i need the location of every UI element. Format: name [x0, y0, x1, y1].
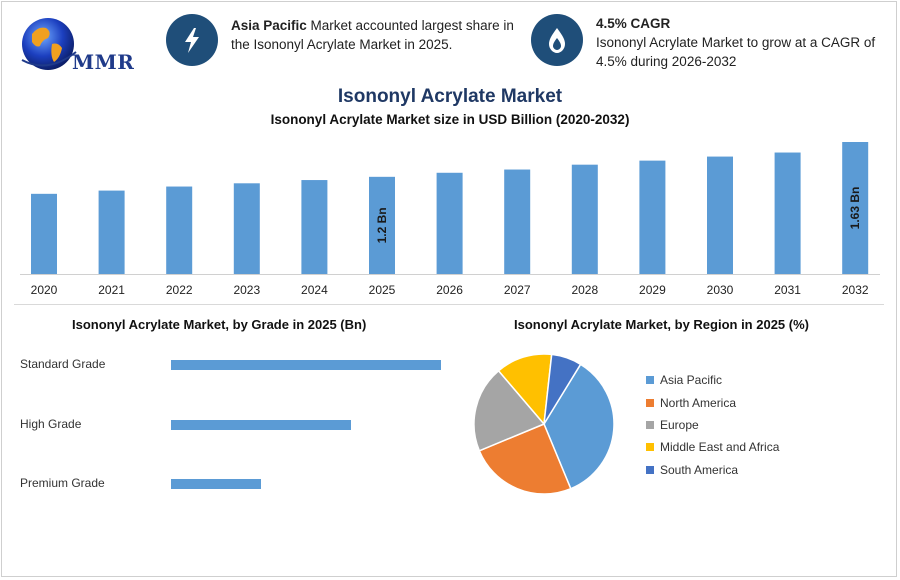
x-tick-label: 2031 [774, 283, 801, 297]
chart-subtitle: Isononyl Acrylate Market size in USD Bil… [270, 112, 630, 127]
bar-2029 [639, 160, 666, 274]
legend-label: Europe [660, 418, 699, 432]
legend-swatch [646, 420, 654, 429]
grade-chart-title: Isononyl Acrylate Market, by Grade in 20… [72, 317, 367, 332]
x-tick-label: 2021 [98, 283, 125, 297]
logo-text: MMR [72, 50, 135, 74]
market-size-bar-chart: 2020 2021 2022 2023 2024 2025 1.2 Bn 2026 2027 20… [20, 142, 880, 297]
highlight-region: Asia Pacific Market accounted largest sh… [231, 18, 514, 52]
x-tick-label: 2025 [369, 283, 396, 297]
legend-item: Asia Pacific [646, 373, 722, 387]
x-tick-label: 2020 [31, 283, 58, 297]
bar-2032 [842, 142, 869, 274]
lightning-bolt-icon [166, 14, 218, 66]
legend-label: North America [660, 396, 737, 410]
legend-swatch [646, 442, 654, 451]
bar-2024 [301, 180, 328, 274]
x-tick-label: 2022 [166, 283, 193, 297]
pie-slice-asia-pacific [543, 363, 615, 490]
x-tick-label: 2027 [504, 283, 531, 297]
grade-label: Premium Grade [20, 476, 105, 490]
pie-slice-middle-east-and-africa [497, 353, 553, 426]
bar-2031 [774, 152, 801, 274]
chart-title: Isononyl Acrylate Market [337, 86, 563, 107]
bar-data-label: 1.63 Bn [848, 187, 862, 230]
x-tick-label: 2023 [233, 283, 260, 297]
bar-2030 [707, 156, 733, 274]
bar-data-label: 1.2 Bn [375, 207, 389, 243]
bar-2027 [504, 169, 531, 274]
bar-2023 [233, 183, 260, 274]
x-tick-label: 2024 [301, 283, 328, 297]
x-tick-label: 2030 [707, 283, 734, 297]
bar-2026 [436, 172, 463, 274]
bar-2020 [31, 193, 57, 274]
legend-item: Europe [646, 418, 699, 432]
x-tick-label: 2028 [571, 283, 598, 297]
legend-item: North America [646, 396, 736, 410]
legend-label: Middle East and Africa [660, 440, 780, 454]
pie-slice-south-america [543, 353, 582, 425]
region-pie-chart [473, 353, 615, 495]
highlight-cagr: 4.5% CAGR Isononyl Acrylate Market to gr… [596, 16, 876, 69]
globe-icon [21, 18, 77, 70]
x-tick-label: 2032 [842, 283, 869, 297]
legend-swatch [646, 398, 654, 407]
x-tick-label: 2026 [436, 283, 463, 297]
legend-label: Asia Pacific [660, 373, 723, 387]
mmr-logo [18, 14, 138, 78]
bar-2022 [166, 186, 193, 274]
grade-label: High Grade [20, 417, 82, 431]
grade-bar [171, 479, 261, 489]
legend-label: South America [660, 463, 739, 477]
section-divider [14, 304, 884, 305]
flame-drop-icon [531, 14, 583, 66]
grade-bar [171, 420, 351, 430]
bar-2021 [98, 190, 125, 274]
bar-2025 [369, 176, 395, 274]
legend-swatch [646, 375, 654, 384]
legend-swatch [646, 465, 654, 474]
x-tick-label: 2029 [639, 283, 666, 297]
bar-2028 [571, 164, 598, 274]
legend-item: South America [646, 463, 738, 477]
pie-slice-europe [473, 369, 546, 452]
grade-label: Standard Grade [20, 357, 106, 371]
legend-item: Middle East and Africa [646, 440, 779, 454]
region-chart-title: Isononyl Acrylate Market, by Region in 2… [514, 317, 809, 332]
grade-bar [171, 360, 441, 370]
